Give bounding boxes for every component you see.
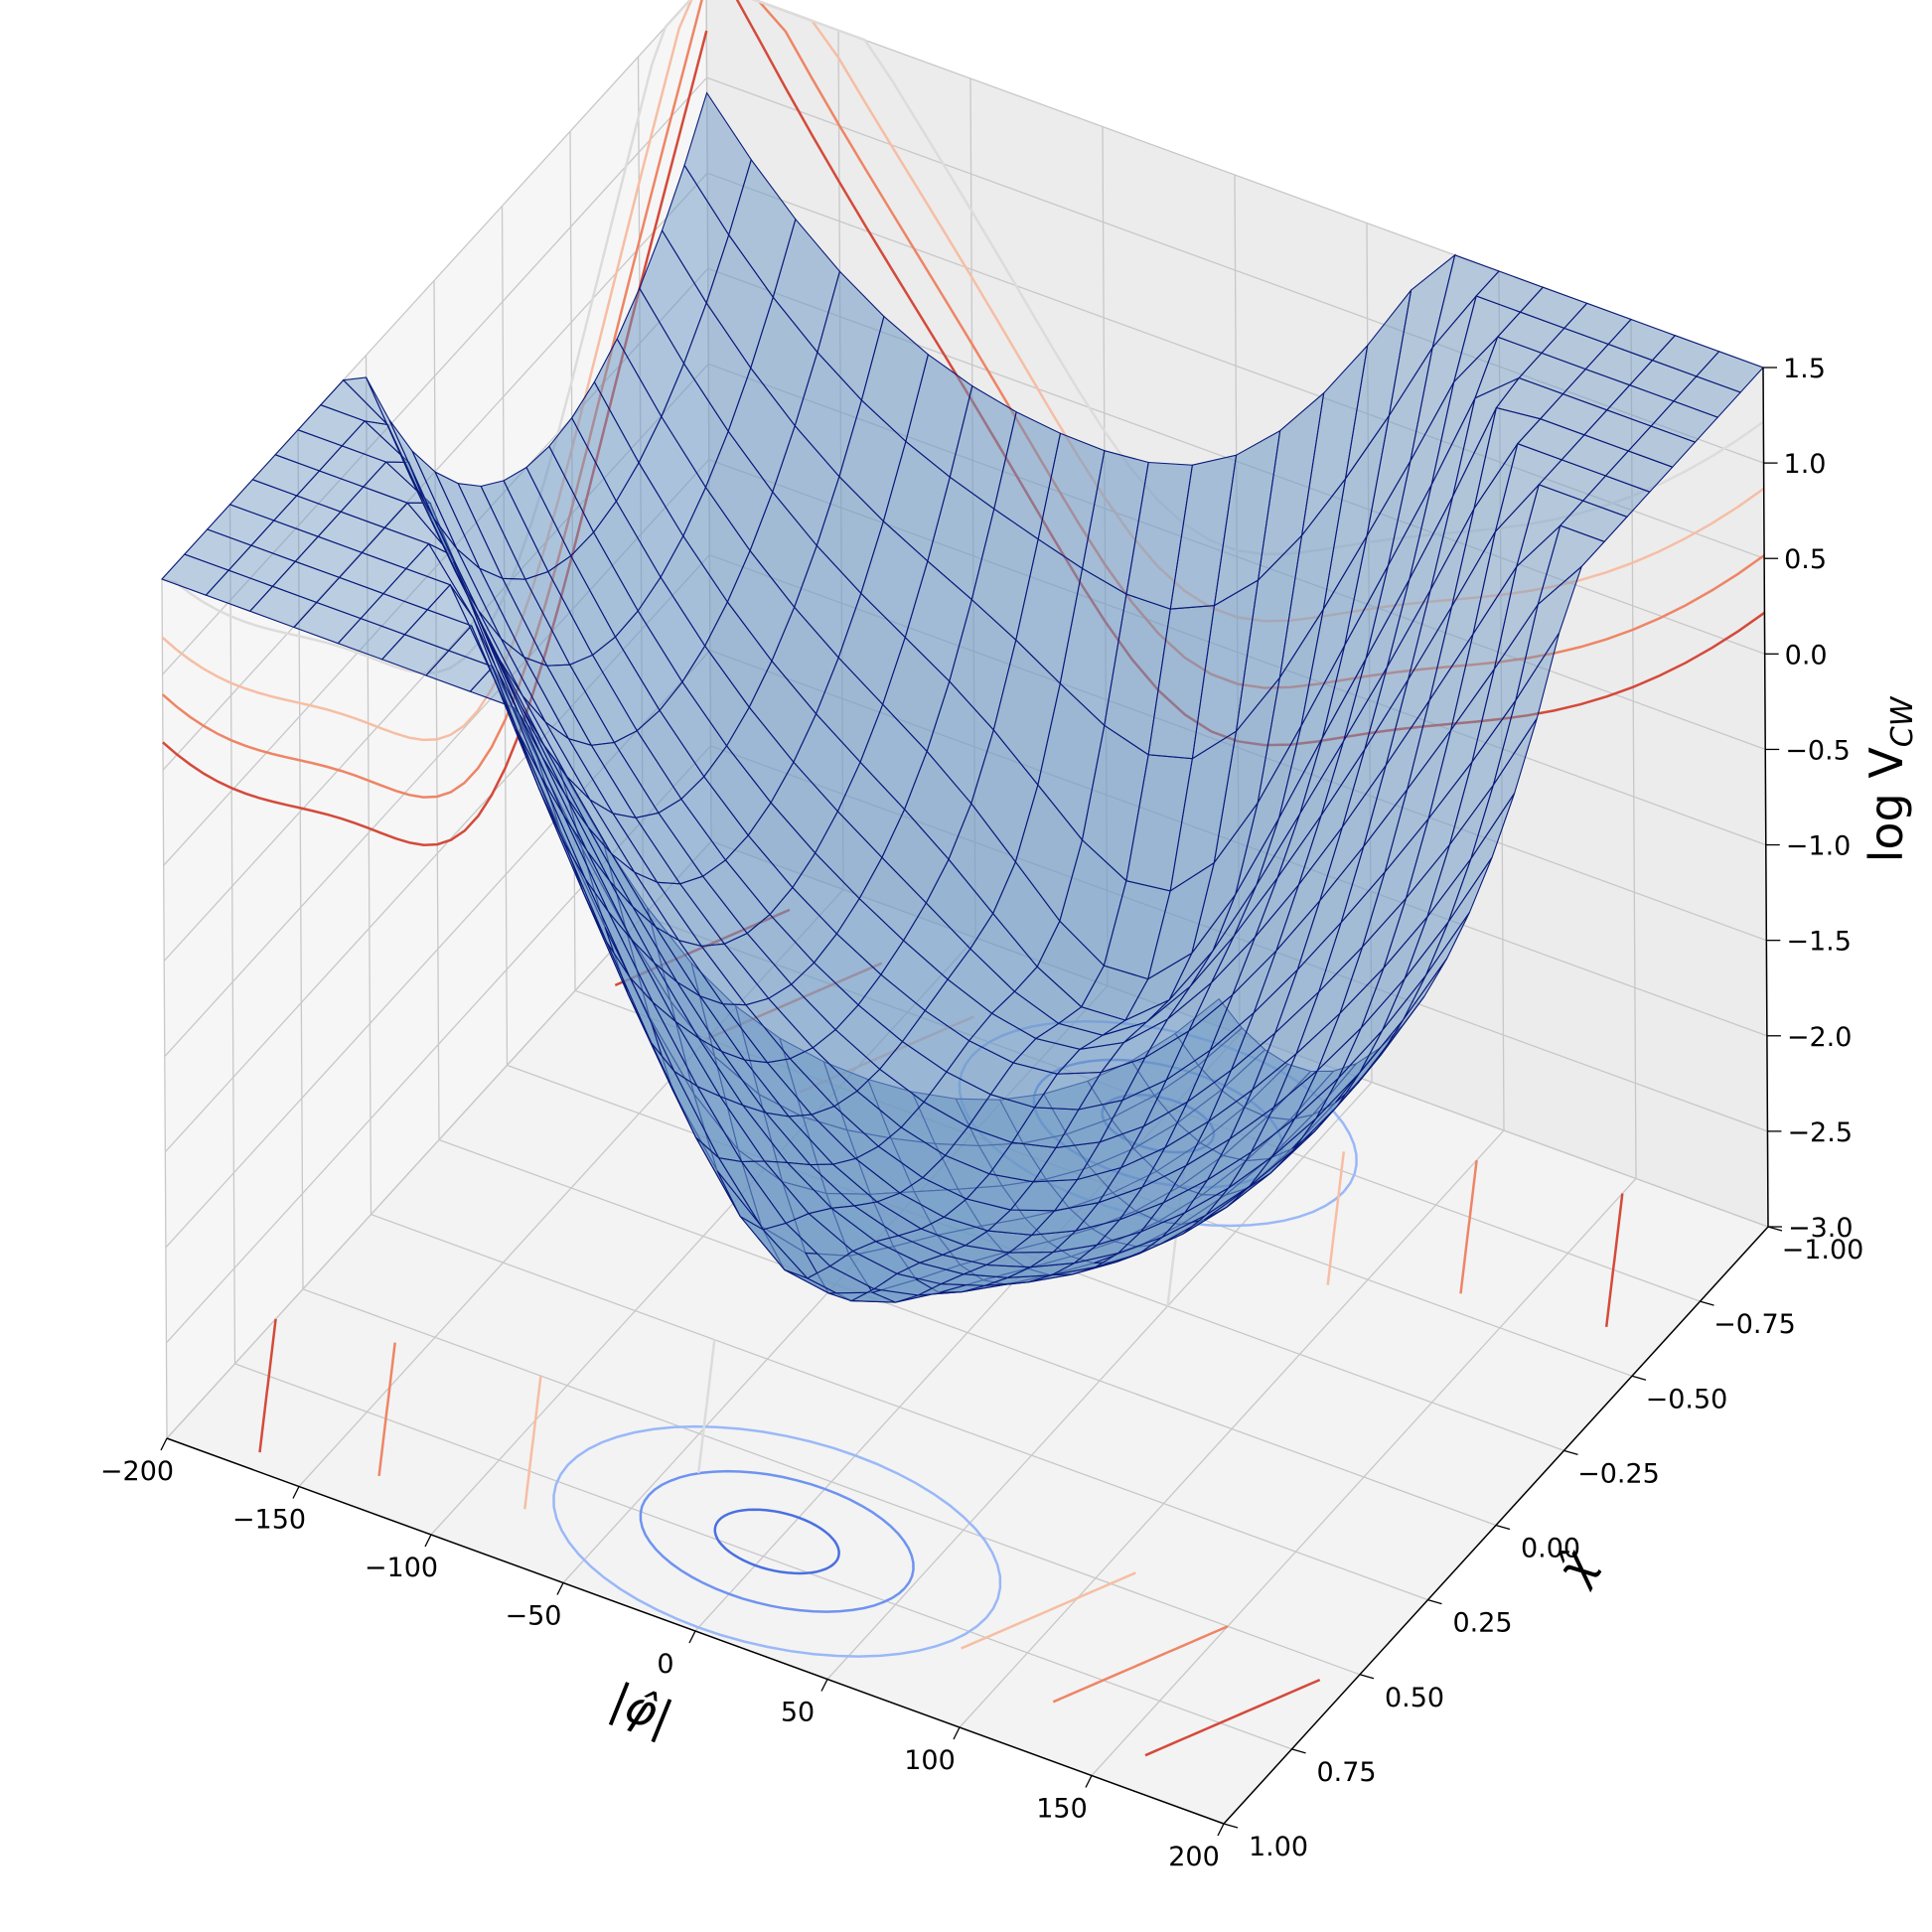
y-tick-label: 0.50 bbox=[1385, 1683, 1444, 1713]
potential-surface bbox=[161, 91, 1764, 1303]
x-tick-label: 200 bbox=[1168, 1842, 1220, 1872]
x-tick-label: 150 bbox=[1036, 1794, 1088, 1825]
x-tick-mark bbox=[160, 1437, 168, 1451]
x-tick-mark bbox=[292, 1486, 300, 1499]
floor-contour bbox=[1326, 1151, 1346, 1285]
y-tick-mark bbox=[1223, 1823, 1239, 1829]
y-tick-mark bbox=[1700, 1300, 1714, 1306]
z-tick-label: −2.0 bbox=[1787, 1022, 1853, 1053]
x-tick-label: −50 bbox=[506, 1601, 562, 1632]
x-tick-mark bbox=[424, 1534, 432, 1548]
floor-contour bbox=[1052, 1625, 1229, 1704]
x-tick-mark bbox=[1085, 1775, 1093, 1788]
x-tick-label: −150 bbox=[232, 1505, 306, 1536]
floor-contour bbox=[713, 1508, 840, 1575]
y-tick-mark bbox=[1495, 1524, 1511, 1531]
floor-contour bbox=[639, 1469, 915, 1613]
floor-contour bbox=[377, 1342, 396, 1477]
y-tick-label: 0.75 bbox=[1316, 1757, 1376, 1788]
z-tick-label: 1.5 bbox=[1783, 354, 1826, 384]
side-wall-contour bbox=[161, 0, 703, 799]
z-tick-label: −0.5 bbox=[1785, 735, 1851, 766]
y-tick-label: −0.50 bbox=[1646, 1384, 1728, 1414]
y-tick-label: 1.00 bbox=[1249, 1832, 1308, 1862]
y-tick-label: 0.25 bbox=[1452, 1608, 1512, 1639]
floor-contour bbox=[1144, 1678, 1321, 1757]
x-tick-label: −200 bbox=[100, 1456, 174, 1487]
x-tick-mark bbox=[953, 1726, 961, 1740]
z-tick-label: 1.0 bbox=[1784, 449, 1827, 480]
floor-contour bbox=[1459, 1159, 1478, 1294]
x-tick-mark bbox=[556, 1582, 564, 1595]
floor-contour bbox=[523, 1375, 542, 1510]
y-tick-label: 0.00 bbox=[1521, 1534, 1580, 1564]
x-tick-mark bbox=[688, 1630, 696, 1644]
gridline-z bbox=[162, 76, 1764, 675]
x-tick-mark bbox=[820, 1679, 828, 1692]
y-tick-label: −0.75 bbox=[1713, 1309, 1796, 1340]
x-tick-label: 50 bbox=[781, 1698, 815, 1728]
z-tick-label: −2.5 bbox=[1787, 1117, 1853, 1148]
z-tick-label: 0.5 bbox=[1784, 544, 1827, 575]
y-tick-mark bbox=[1767, 1226, 1783, 1232]
z-tick-label: −1.5 bbox=[1786, 927, 1852, 958]
x-tick-label: −100 bbox=[365, 1553, 438, 1583]
gridline-z bbox=[162, 172, 1765, 771]
z-axis-line bbox=[1762, 367, 1769, 1228]
y-tick-mark bbox=[1359, 1674, 1375, 1680]
y-tick-mark bbox=[1631, 1375, 1647, 1381]
z-axis-label-sub: CW bbox=[1885, 695, 1920, 747]
x-tick-mark bbox=[1217, 1823, 1225, 1837]
side-wall-contour bbox=[161, 0, 693, 742]
z-tick-label: −1.0 bbox=[1786, 831, 1852, 862]
y-tick-label: −0.25 bbox=[1577, 1458, 1660, 1489]
z-tick-label: −3.0 bbox=[1788, 1213, 1854, 1244]
x-axis-label: |φ̂| bbox=[603, 1673, 679, 1746]
floor-contour bbox=[696, 1339, 716, 1474]
z-axis-label-main: log V bbox=[1859, 747, 1913, 863]
y-tick-mark bbox=[1563, 1449, 1578, 1455]
floor-contour bbox=[1604, 1193, 1624, 1327]
surface-facet bbox=[1695, 351, 1764, 393]
floor-contour bbox=[961, 1571, 1136, 1650]
floor-contour bbox=[552, 1424, 1002, 1658]
side-wall-contour bbox=[161, 0, 692, 674]
tick-labels: −200 −150 −100 −50 0 50 100 150 200 −1.00 −0.75 −0.… bbox=[100, 354, 1863, 1872]
x-tick-label: 0 bbox=[657, 1649, 673, 1680]
y-tick-mark bbox=[1427, 1599, 1442, 1605]
floor-contour bbox=[258, 1318, 277, 1453]
svg-text:log VCW: log VCW bbox=[1859, 695, 1920, 862]
x-tick-label: 100 bbox=[904, 1745, 956, 1776]
z-tick-label: 0.0 bbox=[1785, 640, 1828, 670]
y-tick-label: −1.00 bbox=[1782, 1235, 1864, 1265]
y-tick-mark bbox=[1291, 1748, 1306, 1754]
z-axis-label: log VCW bbox=[1859, 695, 1920, 862]
